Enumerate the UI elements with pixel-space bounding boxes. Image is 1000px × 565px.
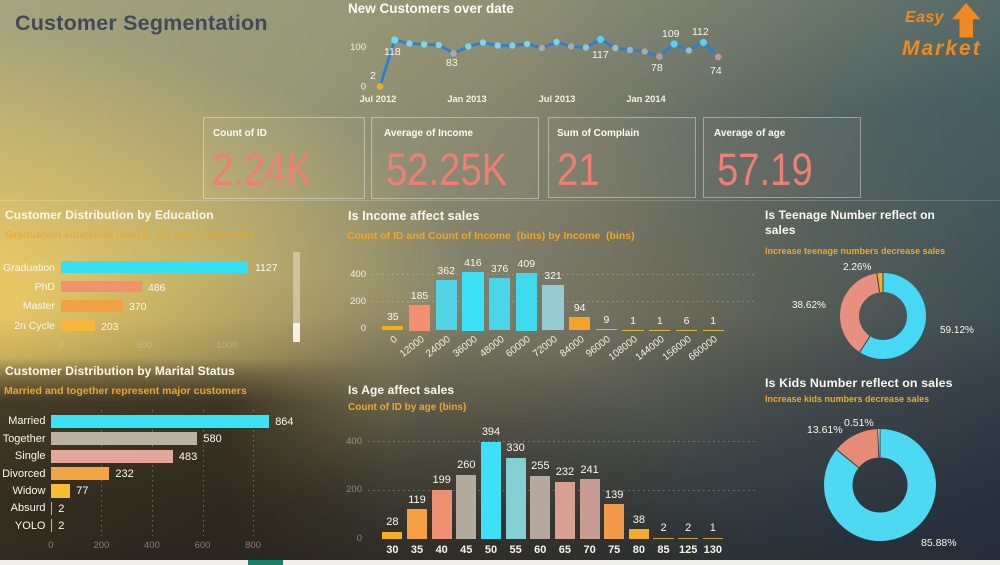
svg-text:Jan 2013: Jan 2013	[447, 94, 486, 104]
svg-text:117: 117	[592, 49, 609, 61]
svg-text:83: 83	[446, 57, 458, 69]
svg-text:2: 2	[370, 70, 376, 82]
svg-text:Jul 2012: Jul 2012	[360, 94, 397, 104]
svg-text:74: 74	[710, 65, 722, 77]
svg-text:78: 78	[651, 62, 663, 74]
svg-text:Jan 2014: Jan 2014	[626, 94, 666, 104]
svg-text:118: 118	[384, 46, 401, 58]
svg-text:112: 112	[692, 26, 709, 38]
svg-text:Jul 2013: Jul 2013	[539, 94, 576, 104]
svg-text:109: 109	[662, 28, 680, 40]
svg-text:100: 100	[350, 42, 366, 53]
svg-text:0: 0	[361, 82, 366, 93]
